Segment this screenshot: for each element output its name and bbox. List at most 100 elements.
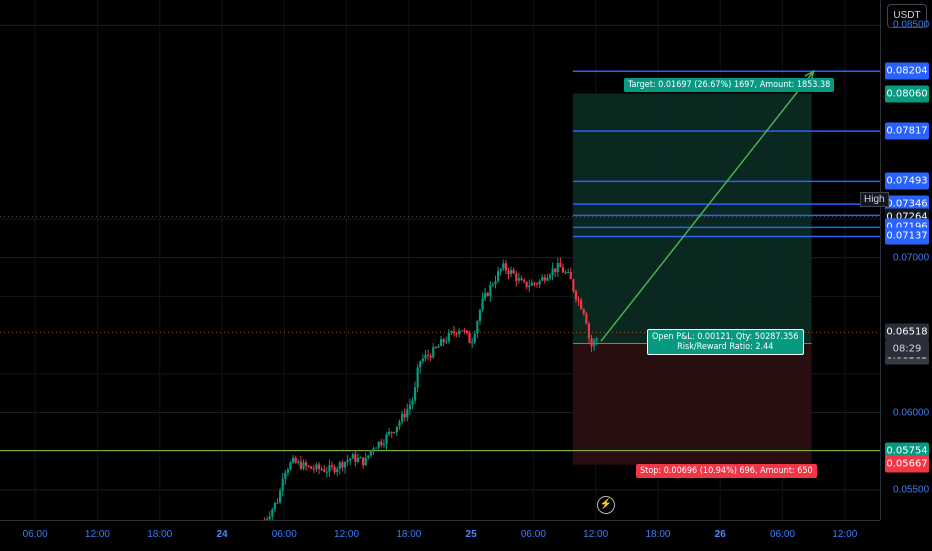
candle-body[interactable] <box>429 355 432 358</box>
candle-body[interactable] <box>569 272 572 280</box>
candle-body[interactable] <box>432 347 435 358</box>
candle-body[interactable] <box>494 281 497 285</box>
candle-body[interactable] <box>372 448 375 451</box>
candle-body[interactable] <box>486 292 489 296</box>
candle-body[interactable] <box>304 462 308 466</box>
candle-body[interactable] <box>362 457 365 466</box>
candle-body[interactable] <box>465 330 469 333</box>
candle-body[interactable] <box>452 331 456 334</box>
candle-body[interactable] <box>541 277 544 281</box>
time-axis[interactable]: 06:00 12:00 18:00 24 06:00 12:00 18:00 25 06:00 1… <box>0 520 880 551</box>
candle-body[interactable] <box>554 268 557 272</box>
candle-body[interactable] <box>312 468 315 470</box>
candle-body[interactable] <box>302 462 305 469</box>
candle-body[interactable] <box>377 441 380 448</box>
candle-body[interactable] <box>349 458 352 461</box>
candle-body[interactable] <box>520 278 523 281</box>
candle-body[interactable] <box>406 409 409 418</box>
candle-body[interactable] <box>538 280 541 285</box>
candle-body[interactable] <box>502 263 505 269</box>
candle-body[interactable] <box>478 310 482 322</box>
candle-body[interactable] <box>517 278 520 281</box>
candle-body[interactable] <box>297 461 300 463</box>
candle-body[interactable] <box>356 458 360 462</box>
candle-body[interactable] <box>512 269 515 274</box>
candle-body[interactable] <box>577 299 580 301</box>
candle-body[interactable] <box>413 387 417 401</box>
candle-body[interactable] <box>289 462 292 470</box>
candle-body[interactable] <box>325 471 328 473</box>
candle-body[interactable] <box>567 272 570 274</box>
candle-body[interactable] <box>317 464 321 469</box>
candle-body[interactable] <box>419 361 422 368</box>
candle-body[interactable] <box>333 466 336 473</box>
candle-body[interactable] <box>463 330 466 332</box>
candle-body[interactable] <box>336 468 339 473</box>
candle-body[interactable] <box>393 432 396 434</box>
candle-body[interactable] <box>437 345 440 348</box>
candle-body[interactable] <box>271 509 274 517</box>
candle-body[interactable] <box>307 465 310 467</box>
candle-body[interactable] <box>476 321 479 334</box>
candle-body[interactable] <box>328 465 331 472</box>
candle-body[interactable] <box>561 267 565 273</box>
candle-body[interactable] <box>556 263 559 272</box>
candle-body[interactable] <box>525 281 528 288</box>
candle-body[interactable] <box>489 284 492 296</box>
candle-body[interactable] <box>268 516 271 520</box>
candle-body[interactable] <box>403 413 406 418</box>
candle-body[interactable] <box>445 341 448 343</box>
candle-body[interactable] <box>408 404 411 410</box>
candle-body[interactable] <box>504 263 507 271</box>
candle-body[interactable] <box>424 354 427 359</box>
candle-body[interactable] <box>468 332 471 344</box>
candle-body[interactable] <box>380 441 383 445</box>
candle-body[interactable] <box>346 460 349 463</box>
candle-body[interactable] <box>330 465 334 467</box>
candle-body[interactable] <box>460 330 463 332</box>
candle-body[interactable] <box>471 342 474 344</box>
price-axis[interactable]: USDT 0.08500 0.07000 0.06000 0.05500 0.08204… <box>880 0 932 520</box>
candle-body[interactable] <box>320 468 323 470</box>
candle-body[interactable] <box>484 292 487 299</box>
candle-body[interactable] <box>447 332 450 342</box>
target-arrow[interactable] <box>600 70 815 342</box>
candle-body[interactable] <box>273 502 277 510</box>
candle-body[interactable] <box>595 338 598 341</box>
candle-body[interactable] <box>543 277 546 281</box>
candle-body[interactable] <box>279 490 282 503</box>
candle-body[interactable] <box>388 431 391 435</box>
candle-body[interactable] <box>564 272 567 274</box>
candle-body[interactable] <box>590 338 593 347</box>
candle-body[interactable] <box>281 478 284 491</box>
candle-body[interactable] <box>416 367 419 388</box>
candle-body[interactable] <box>439 339 443 346</box>
candle-body[interactable] <box>580 300 583 310</box>
candle-body[interactable] <box>481 298 484 311</box>
candle-body[interactable] <box>434 347 437 349</box>
candle-body[interactable] <box>367 455 370 458</box>
candle-body[interactable] <box>442 339 445 343</box>
currency-button[interactable]: USDT <box>887 4 927 28</box>
candle-body[interactable] <box>528 285 531 288</box>
candle-body[interactable] <box>323 469 326 472</box>
candle-body[interactable] <box>497 271 500 282</box>
candle-body[interactable] <box>351 454 354 459</box>
candle-body[interactable] <box>593 340 596 347</box>
candle-body[interactable] <box>572 279 575 292</box>
candle-body[interactable] <box>338 462 341 469</box>
candle-body[interactable] <box>276 502 279 504</box>
candle-body[interactable] <box>266 519 269 520</box>
candle-body[interactable] <box>455 333 458 335</box>
candle-body[interactable] <box>390 431 393 433</box>
candle-body[interactable] <box>411 400 414 405</box>
candle-body[interactable] <box>522 280 526 282</box>
candle-body[interactable] <box>473 333 476 343</box>
candle-body[interactable] <box>582 309 585 314</box>
candle-body[interactable] <box>315 464 318 470</box>
candle-body[interactable] <box>426 354 430 356</box>
candle-body[interactable] <box>450 331 453 333</box>
candle-body[interactable] <box>535 283 539 285</box>
candle-body[interactable] <box>284 472 287 479</box>
candle-body[interactable] <box>359 457 362 459</box>
